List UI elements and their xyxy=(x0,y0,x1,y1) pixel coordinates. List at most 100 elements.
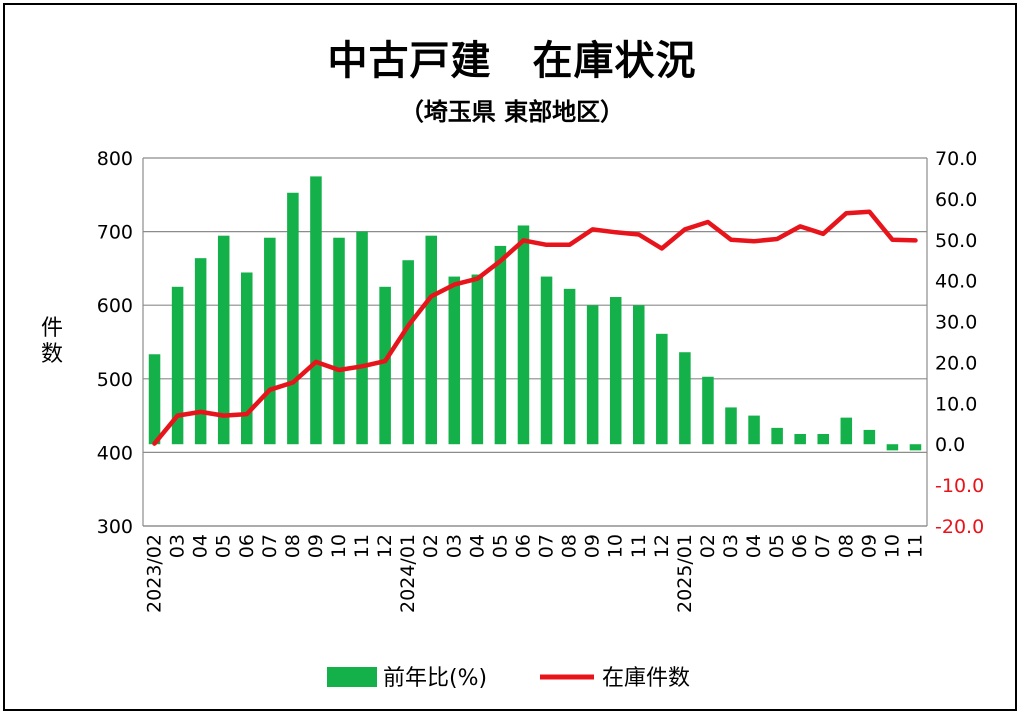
x-tick-label: 02 xyxy=(697,534,719,558)
bar xyxy=(217,235,230,445)
bar xyxy=(840,417,853,445)
x-tick-label: 02 xyxy=(420,534,442,558)
bar xyxy=(794,434,806,445)
x-axis-ticks: 2023/02 03 04 05 06 07 08 09 10 11 12 2024/01 02 03 04… xyxy=(144,534,927,613)
chart-subtitle: （埼玉県 東部地区） xyxy=(399,98,625,126)
x-tick-label: 11 xyxy=(628,534,650,558)
bar xyxy=(264,237,276,445)
bar xyxy=(909,444,922,451)
legend: 前年比(%) 在庫件数 xyxy=(327,666,690,691)
legend-label-line: 在庫件数 xyxy=(602,666,690,691)
bar xyxy=(310,176,322,445)
bar xyxy=(679,352,691,445)
x-tick-label: 05 xyxy=(766,534,788,558)
y-axis-left-label: 件数 xyxy=(41,316,63,367)
bar xyxy=(563,288,576,445)
y-left-tick-label: 500 xyxy=(97,369,133,391)
x-tick-label: 07 xyxy=(536,534,558,558)
x-tick-label: 03 xyxy=(720,534,742,558)
x-tick-label: 06 xyxy=(236,534,258,558)
bar xyxy=(517,225,530,445)
y-right-tick-label: 40.0 xyxy=(935,271,977,293)
bar xyxy=(586,305,599,445)
y-axis-label-char: 数 xyxy=(41,342,63,367)
x-tick-label: 2024/01 xyxy=(397,534,419,613)
x-tick-label: 04 xyxy=(743,534,765,558)
x-tick-label: 11 xyxy=(904,534,926,558)
y-left-tick-label: 700 xyxy=(97,222,133,244)
bar xyxy=(333,237,345,445)
bar xyxy=(656,333,668,445)
x-tick-label: 09 xyxy=(582,534,604,558)
bar xyxy=(748,415,760,445)
bar xyxy=(886,444,899,451)
line-series xyxy=(152,209,918,446)
y-right-tick-label: 0.0 xyxy=(935,434,965,456)
y-right-tick-label: 60.0 xyxy=(935,189,977,211)
y-right-tick-label: -10.0 xyxy=(935,475,984,497)
x-tick-label: 08 xyxy=(835,534,857,558)
y-right-tick-label: 70.0 xyxy=(935,148,977,170)
x-tick-label: 06 xyxy=(789,534,811,558)
y-axis-left-ticks: 300 400 500 600 700 800 xyxy=(97,148,133,538)
x-tick-label: 11 xyxy=(351,534,373,558)
y-left-tick-label: 600 xyxy=(97,295,133,317)
legend-label-bar: 前年比(%) xyxy=(383,666,487,691)
x-tick-label: 06 xyxy=(512,534,534,558)
x-tick-label: 10 xyxy=(605,534,627,558)
y-right-tick-label: 50.0 xyxy=(935,230,977,252)
series-line xyxy=(152,209,918,446)
bar xyxy=(771,427,783,445)
bar-series xyxy=(148,176,922,451)
bar xyxy=(540,276,553,445)
bar xyxy=(356,231,368,445)
y-left-tick-label: 400 xyxy=(97,442,133,464)
x-tick-label: 09 xyxy=(858,534,880,558)
x-tick-label: 12 xyxy=(374,534,396,558)
bar xyxy=(863,429,876,445)
bar xyxy=(425,235,437,445)
x-tick-label: 05 xyxy=(213,534,235,558)
y-left-tick-label: 800 xyxy=(97,148,133,170)
bar xyxy=(817,434,829,445)
legend-swatch-bar xyxy=(327,667,377,687)
bar xyxy=(241,272,253,445)
x-tick-label: 10 xyxy=(328,534,350,558)
chart-title: 中古戸建 在庫状況 xyxy=(327,38,697,84)
y-right-tick-label: 20.0 xyxy=(935,352,977,374)
y-axis-right-ticks: 70.0 60.0 50.0 40.0 30.0 20.0 10.0 0.0 -10.0 -20.… xyxy=(935,148,984,538)
axes xyxy=(142,158,928,527)
x-tick-label: 05 xyxy=(489,534,511,558)
x-tick-label: 04 xyxy=(466,534,488,558)
x-tick-label: 2023/02 xyxy=(144,534,166,613)
x-tick-label: 09 xyxy=(305,534,327,558)
bar xyxy=(402,260,414,445)
bar xyxy=(194,258,207,445)
x-tick-label: 03 xyxy=(443,534,465,558)
bar xyxy=(379,286,391,445)
x-tick-label: 2025/01 xyxy=(674,534,696,613)
bar xyxy=(171,286,184,445)
y-left-tick-label: 300 xyxy=(97,516,133,538)
bar xyxy=(494,245,507,445)
x-tick-label: 04 xyxy=(190,534,212,558)
bar xyxy=(702,376,714,445)
bar xyxy=(287,192,299,445)
y-right-tick-label: 10.0 xyxy=(935,393,977,415)
bar xyxy=(471,274,484,445)
x-tick-label: 03 xyxy=(167,534,189,558)
y-right-tick-label: 30.0 xyxy=(935,312,977,334)
y-axis-label-char: 件 xyxy=(41,316,63,341)
y-right-tick-label: -20.0 xyxy=(935,516,984,538)
x-tick-label: 07 xyxy=(259,534,281,558)
bar xyxy=(609,297,622,445)
x-tick-label: 08 xyxy=(282,534,304,558)
bar xyxy=(633,305,645,445)
grid-lines xyxy=(143,157,927,527)
x-tick-label: 12 xyxy=(651,534,673,558)
x-tick-label: 10 xyxy=(881,534,903,558)
x-tick-label: 07 xyxy=(812,534,834,558)
bar xyxy=(725,407,737,445)
bar xyxy=(148,354,161,445)
